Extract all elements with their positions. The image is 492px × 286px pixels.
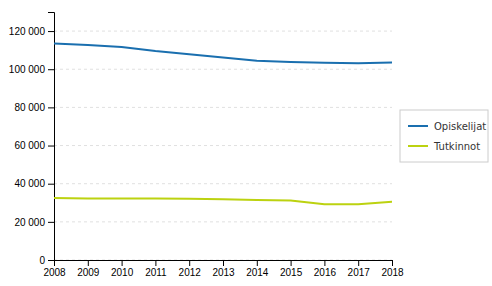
x-tick-mark [392,260,393,266]
plot: 2008 2009 2010 2011 2012 2013 2014 2015 2016 2017… [9,13,404,279]
y-tick-mark [48,260,54,261]
y-axis: 0 20 000 40 000 60 000 80 000 100 000 120 000 [9,13,55,266]
grid-line [54,69,392,70]
y-tick-mark [48,146,54,147]
y-axis-line [48,13,55,261]
x-tick-label: 2017 [348,267,371,278]
legend: Opiskelijat Tutkinnot [400,110,488,162]
y-tick: 60 000 [14,140,54,151]
legend-label: Tutkinnot [433,141,480,152]
chart: 2008 2009 2010 2011 2012 2013 2014 2015 2016 2017… [0,0,492,286]
x-tick-mark [122,260,123,266]
x-tick-mark [358,260,359,266]
y-tick-label: 0 [39,255,45,266]
x-tick: 2010 [111,260,134,278]
grid-line [54,145,392,146]
y-tick-label: 40 000 [14,178,45,189]
x-tick: 2017 [348,260,371,278]
y-tick-mark [48,69,54,70]
x-tick: 2013 [212,260,235,278]
x-tick: 2015 [280,260,303,278]
x-axis-line [55,261,393,267]
x-tick-mark [155,260,156,266]
x-tick: 2018 [381,260,404,278]
grid-line [54,107,392,108]
legend-swatch [408,125,428,127]
x-tick-mark [257,260,258,266]
x-tick-mark [324,260,325,266]
y-tick-label: 20 000 [14,217,45,228]
grid-line [54,221,392,222]
x-tick: 2014 [246,260,269,278]
x-tick: 2011 [145,260,167,278]
y-tick-label: 80 000 [14,102,45,113]
y-tick: 100 000 [9,64,54,75]
x-tick-label: 2010 [111,267,134,278]
grid-line [54,183,392,184]
y-tick-mark [48,31,54,32]
x-tick-label: 2018 [381,267,404,278]
x-tick-mark [223,260,224,266]
y-tick-label: 120 000 [9,26,46,37]
y-tick: 120 000 [9,26,54,37]
y-tick-mark [48,107,54,108]
y-tick: 80 000 [14,102,54,113]
legend-item: Opiskelijat [408,121,486,132]
x-tick: 2012 [179,260,202,278]
lines [54,43,392,204]
y-tick-mark [48,184,54,185]
legend-box [400,110,488,162]
x-tick: 2009 [77,260,100,278]
x-tick-label: 2009 [77,267,100,278]
x-tick-label: 2014 [246,267,269,278]
y-tick-label: 100 000 [9,64,46,75]
grid [54,31,392,260]
x-tick-label: 2015 [280,267,303,278]
y-tick: 20 000 [14,217,54,228]
y-tick: 0 [39,255,54,266]
x-tick: 2008 [43,260,66,278]
series-line [54,43,392,63]
x-tick-mark [189,260,190,266]
x-tick: 2016 [314,260,337,278]
x-tick-mark [291,260,292,266]
y-tick-label: 60 000 [14,140,45,151]
y-tick: 40 000 [14,178,54,189]
x-tick-label: 2008 [43,267,66,278]
legend-item: Tutkinnot [408,141,480,152]
y-tick-mark [48,222,54,223]
x-tick-label: 2012 [179,267,202,278]
x-tick-label: 2016 [314,267,337,278]
x-axis: 2008 2009 2010 2011 2012 2013 2014 2015 2016 2017… [43,260,404,278]
x-tick-label: 2011 [145,267,167,278]
grid-line [54,31,392,32]
legend-label: Opiskelijat [434,121,486,132]
legend-swatch [408,145,428,147]
x-tick-label: 2013 [212,267,235,278]
series-line [54,198,392,204]
x-tick-mark [88,260,89,266]
